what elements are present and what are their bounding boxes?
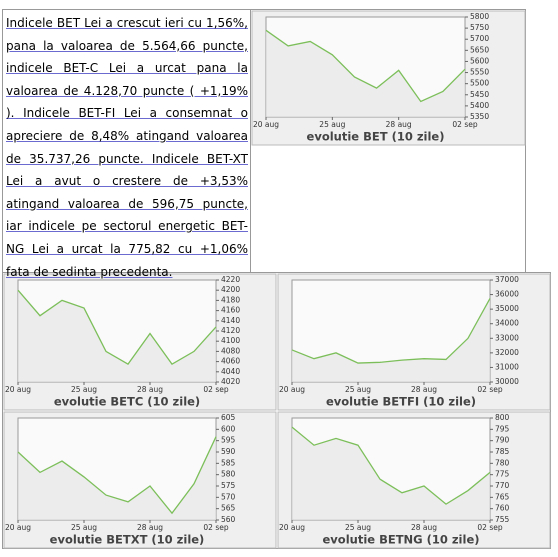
y-tick-label: 5550 [470,68,489,77]
y-tick-label: 4180 [221,295,240,304]
y-tick-label: 5400 [470,101,489,110]
y-tick-label: 775 [495,470,510,479]
y-tick-label: 790 [495,436,510,445]
y-tick-label: 5700 [470,34,489,43]
x-tick-label: 28 aug [386,120,412,129]
x-tick-label: 28 aug [137,385,163,394]
y-tick-label: 770 [495,481,510,490]
area [266,30,465,117]
y-tick-label: 4140 [221,316,240,325]
x-tick-label: 25 aug [345,385,371,394]
y-tick-label: 795 [495,424,510,433]
y-tick-label: 765 [495,492,510,501]
x-tick-label: 25 aug [71,385,97,394]
y-tick-label: 30000 [495,377,519,386]
y-tick-label: 600 [221,424,236,433]
y-tick-label: 4060 [221,357,240,366]
x-tick-label: 20 aug [5,385,31,394]
chart-title: evolutie BETNG (10 zile) [323,533,480,547]
y-tick-label: 580 [221,470,236,479]
y-tick-label: 575 [221,481,236,490]
paragraph: Indicele BET Lei a crescut ieri cu 1,56%… [6,16,248,279]
y-tick-label: 5750 [470,23,489,32]
x-tick-label: 20 aug [5,523,31,532]
area [292,427,490,520]
y-tick-label: 5650 [470,45,489,54]
y-tick-label: 780 [495,458,510,467]
y-tick-label: 565 [221,504,236,513]
y-tick-label: 4200 [221,285,240,294]
x-tick-label: 02 sep [452,120,477,129]
y-tick-label: 4100 [221,336,240,345]
y-tick-label: 4080 [221,346,240,355]
x-tick-label: 02 sep [477,385,502,394]
line [291,426,491,505]
y-tick-label: 800 [495,413,510,422]
y-tick-label: 35000 [495,304,519,313]
y-tick-label: 5450 [470,90,489,99]
y-tick-label: 32000 [495,348,519,357]
y-tick-label: 33000 [495,333,519,342]
y-tick-label: 560 [221,515,236,524]
line [17,436,217,515]
x-tick-label: 02 sep [477,523,502,532]
x-tick-label: 25 aug [71,523,97,532]
y-tick-label: 760 [495,504,510,513]
x-tick-label: 20 aug [253,120,279,129]
y-tick-label: 755 [495,515,510,524]
y-tick-label: 4120 [221,326,240,335]
x-tick-label: 28 aug [411,523,437,532]
chart-title: evolutie BETXT (10 zile) [50,533,205,547]
x-tick-label: 25 aug [345,523,371,532]
y-tick-label: 4160 [221,306,240,315]
x-tick-label: 02 sep [203,385,228,394]
y-tick-label: 4020 [221,377,240,386]
area [18,436,216,520]
chart-title: evolutie BETFI (10 zile) [326,395,476,409]
y-tick-label: 5800 [470,12,489,21]
x-tick-label: 25 aug [319,120,345,129]
chart-title: evolutie BETC (10 zile) [54,395,200,409]
y-tick-label: 31000 [495,362,519,371]
y-tick-label: 590 [221,447,236,456]
y-tick-label: 785 [495,447,510,456]
line [17,289,217,366]
y-tick-label: 585 [221,458,236,467]
x-tick-label: 20 aug [279,523,305,532]
y-tick-label: 5600 [470,56,489,65]
line [265,29,466,103]
y-tick-label: 570 [221,492,236,501]
y-tick-label: 34000 [495,319,519,328]
y-tick-label: 5350 [470,112,489,121]
x-tick-label: 02 sep [203,523,228,532]
y-tick-label: 4220 [221,275,240,284]
line [291,298,491,364]
area [18,290,216,382]
x-tick-label: 28 aug [137,523,163,532]
y-tick-label: 595 [221,436,236,445]
y-tick-label: 37000 [495,275,519,284]
chart-title: evolutie BET (10 zile) [307,130,445,144]
area [292,298,490,382]
y-tick-label: 5500 [470,79,489,88]
y-tick-label: 36000 [495,290,519,299]
y-tick-label: 4040 [221,367,240,376]
x-tick-label: 28 aug [411,385,437,394]
x-tick-label: 20 aug [279,385,305,394]
y-tick-label: 605 [221,413,236,422]
